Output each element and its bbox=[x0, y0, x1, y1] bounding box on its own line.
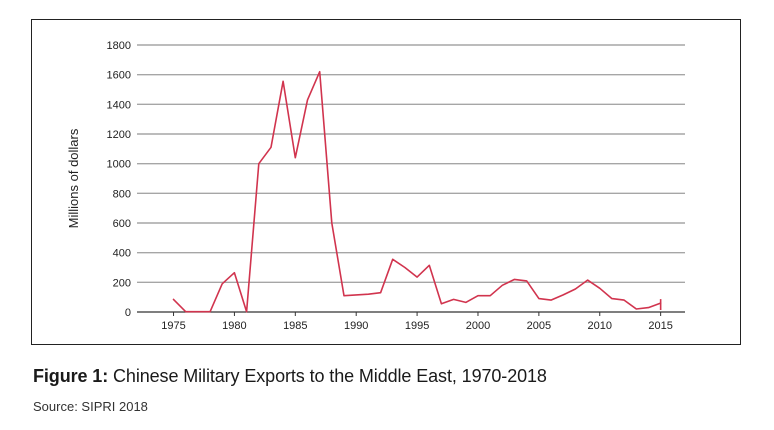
x-tick-label: 2005 bbox=[527, 320, 551, 332]
y-tick-label: 800 bbox=[113, 188, 131, 200]
y-tick-label: 600 bbox=[113, 218, 131, 230]
y-tick-label: 1200 bbox=[107, 129, 131, 141]
y-tick-label: 1600 bbox=[107, 70, 131, 82]
x-tick-label: 1975 bbox=[161, 320, 185, 332]
x-tick-label: 1980 bbox=[222, 320, 246, 332]
figure-source: Source: SIPRI 2018 bbox=[33, 399, 148, 414]
chart-frame: 0 200 400 600 800 1000 1200 1400 1600 1800 1975 198… bbox=[31, 19, 741, 345]
x-tick-label: 2000 bbox=[466, 320, 490, 332]
x-tick-label: 1985 bbox=[283, 320, 307, 332]
y-tick-label: 1000 bbox=[107, 159, 131, 171]
y-tick-label: 1800 bbox=[107, 40, 131, 52]
figure-caption-label: Figure 1: bbox=[33, 366, 109, 386]
figure-caption: Figure 1: Chinese Military Exports to th… bbox=[33, 366, 547, 387]
y-tick-label: 400 bbox=[113, 248, 131, 260]
figure-caption-text: Chinese Military Exports to the Middle E… bbox=[108, 366, 547, 386]
line-chart: 0 200 400 600 800 1000 1200 1400 1600 1800 1975 198… bbox=[66, 40, 685, 332]
y-tick-label: 1400 bbox=[107, 99, 131, 111]
x-tick-label: 1990 bbox=[344, 320, 368, 332]
x-tick-label: 2015 bbox=[648, 320, 672, 332]
x-tick-label: 2010 bbox=[588, 320, 612, 332]
y-tick-label: 200 bbox=[113, 277, 131, 289]
y-axis-title: Millions of dollars bbox=[66, 128, 81, 228]
x-tick-label: 1995 bbox=[405, 320, 429, 332]
y-tick-label: 0 bbox=[125, 307, 131, 319]
series-line-0 bbox=[172, 70, 662, 313]
